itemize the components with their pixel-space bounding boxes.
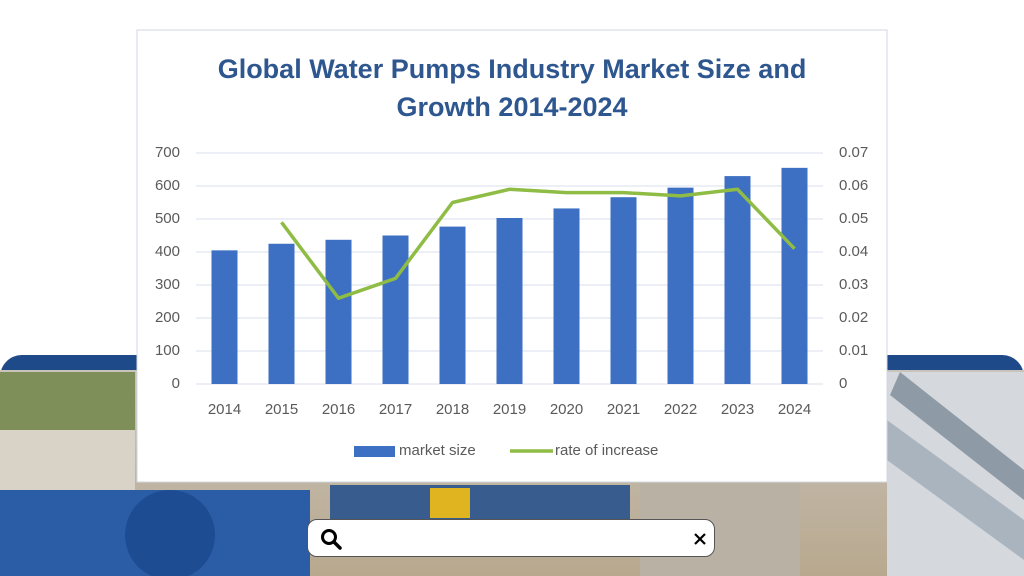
bar	[268, 243, 295, 384]
y-tick-label: 500	[155, 210, 180, 227]
y-tick-label: 0	[172, 375, 180, 392]
y2-tick-label: 0.03	[839, 276, 868, 293]
y-tick-label: 600	[155, 177, 180, 194]
x-tick-label: 2018	[436, 401, 469, 418]
legend-swatch	[354, 446, 395, 457]
x-tick-label: 2015	[265, 401, 298, 418]
bar	[439, 226, 466, 384]
x-tick-label: 2019	[493, 401, 526, 418]
bar	[382, 235, 409, 384]
x-tick-label: 2014	[208, 401, 241, 418]
y2-tick-label: 0.05	[839, 210, 868, 227]
chart-title: Global Water Pumps Industry Market Size …	[217, 54, 807, 122]
y-tick-label: 100	[155, 342, 180, 359]
x-tick-label: 2023	[721, 401, 754, 418]
search-bar[interactable]	[307, 519, 715, 557]
search-icons	[321, 529, 706, 550]
y2-tick-label: 0	[839, 375, 847, 392]
x-tick-label: 2021	[607, 401, 640, 418]
bar	[211, 250, 238, 384]
y2-tick-label: 0.06	[839, 177, 868, 194]
legend-label: market size	[399, 442, 476, 459]
bar	[496, 218, 523, 384]
x-tick-label: 2022	[664, 401, 697, 418]
x-tick-label: 2017	[379, 401, 412, 418]
y2-tick-label: 0.07	[839, 144, 868, 161]
bar	[553, 208, 580, 384]
x-tick-label: 2024	[778, 401, 811, 418]
bar	[724, 176, 751, 384]
y2-tick-label: 0.01	[839, 342, 868, 359]
search-icon-handle	[332, 540, 342, 550]
y2-tick-label: 0.02	[839, 309, 868, 326]
y-tick-label: 400	[155, 243, 180, 260]
y-tick-label: 200	[155, 309, 180, 326]
bar	[781, 167, 808, 384]
x-tick-label: 2020	[550, 401, 583, 418]
bar	[667, 187, 694, 384]
bar	[610, 197, 637, 384]
search-icon[interactable]	[321, 529, 337, 545]
legend-label: rate of increase	[555, 442, 658, 459]
x-tick-label: 2016	[322, 401, 355, 418]
y2-tick-label: 0.04	[839, 243, 868, 260]
clear-button[interactable]	[694, 533, 706, 545]
y-tick-label: 700	[155, 144, 180, 161]
y-tick-label: 300	[155, 276, 180, 293]
bar	[325, 239, 352, 384]
line	[280, 187, 796, 300]
